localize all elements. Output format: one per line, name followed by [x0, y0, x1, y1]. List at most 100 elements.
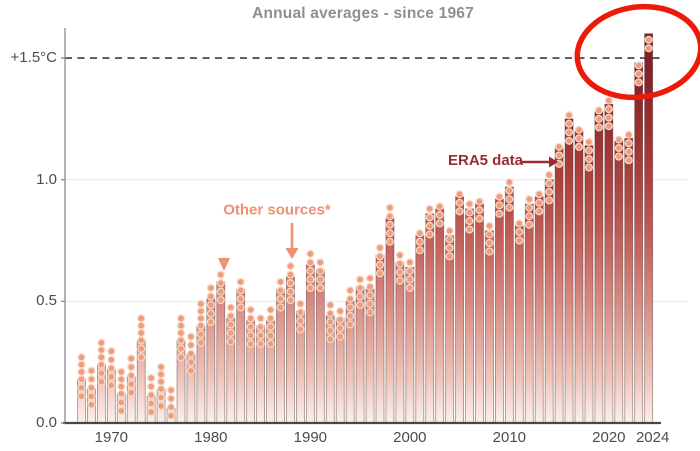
other-sources-dot: [117, 398, 126, 407]
other-sources-dot: [236, 277, 245, 286]
other-sources-dot: [445, 235, 454, 244]
other-sources-dot: [415, 229, 424, 238]
other-sources-dot: [385, 220, 395, 229]
other-sources-dot: [316, 275, 325, 284]
other-sources-dot: [445, 252, 454, 261]
other-sources-dot: [475, 197, 484, 206]
other-sources-dot: [127, 371, 136, 380]
other-sources-dot: [644, 35, 653, 44]
other-sources-dot: [77, 375, 86, 384]
other-sources-dot: [465, 199, 474, 209]
other-sources-dot: [485, 221, 494, 230]
other-sources-dot: [236, 303, 245, 312]
other-sources-dot: [365, 291, 375, 300]
era5-bar: [584, 145, 594, 424]
other-sources-dot: [236, 286, 245, 295]
other-sources-dot: [326, 309, 335, 318]
other-sources-dot: [176, 353, 186, 362]
other-sources-dot: [137, 321, 146, 330]
other-sources-dot: [485, 247, 494, 256]
other-sources-dot: [306, 266, 315, 275]
other-sources-dot: [326, 335, 335, 344]
other-sources-dot: [147, 399, 156, 408]
other-sources-dot: [375, 252, 385, 261]
other-sources-dot: [176, 336, 186, 345]
other-sources-dot: [77, 353, 86, 362]
other-sources-dot: [206, 309, 215, 318]
other-sources-dot: [375, 260, 385, 269]
other-sources-dot: [465, 208, 474, 217]
other-sources-dot: [167, 403, 176, 412]
other-sources-dot: [256, 314, 265, 323]
era5-bar: [485, 230, 494, 424]
other-sources-dot: [296, 308, 305, 317]
other-sources-dot: [306, 249, 315, 258]
other-sources-dot: [604, 122, 613, 131]
other-sources-dot: [127, 362, 136, 372]
other-sources-dot: [266, 305, 275, 314]
other-sources-dot: [356, 275, 365, 284]
other-sources-dot: [226, 320, 235, 329]
chart-title: Annual averages - since 1967: [252, 5, 474, 22]
other-sources-dot: [216, 296, 225, 305]
other-sources-dot: [316, 266, 325, 275]
other-sources-dot: [336, 315, 345, 324]
other-sources-dot: [425, 213, 434, 222]
other-sources-arrowhead-1981: [218, 258, 230, 271]
other-sources-dot: [475, 206, 484, 215]
other-sources-dot: [97, 338, 106, 347]
other-sources-dot: [525, 195, 534, 204]
other-sources-dot: [137, 314, 146, 323]
era5-bar: [624, 137, 634, 424]
other-sources-dot: [535, 190, 544, 199]
other-sources-dot: [525, 220, 534, 229]
other-sources-dot: [206, 317, 215, 327]
era5-bar: [574, 130, 584, 424]
other-sources-dot: [186, 349, 196, 358]
other-sources-dot: [336, 324, 345, 333]
other-sources-dot: [137, 353, 146, 362]
other-sources-dot: [147, 408, 156, 417]
other-sources-dot: [475, 214, 484, 223]
other-sources-dot: [435, 219, 444, 228]
other-sources-dot: [395, 259, 404, 268]
other-sources-dot: [186, 358, 196, 367]
other-sources-dot: [405, 283, 414, 293]
other-sources-dot: [137, 328, 146, 338]
other-sources-dot: [87, 400, 96, 409]
other-sources-dot: [306, 283, 315, 293]
other-sources-dot: [296, 299, 305, 308]
x-tick-label: 2020: [592, 429, 626, 446]
y-tick-label: 1.0: [36, 170, 57, 188]
era5-bar: [395, 262, 405, 424]
era5-arrow-head: [549, 156, 558, 168]
other-sources-dot: [176, 328, 186, 338]
other-sources-dot: [425, 221, 434, 230]
other-sources-dot: [584, 137, 593, 147]
era5-bar: [315, 269, 325, 424]
other-sources-dot: [216, 270, 225, 279]
other-sources-dot: [365, 282, 375, 291]
other-sources-dot: [276, 294, 285, 303]
other-sources-dot: [326, 326, 335, 335]
other-sources-dot: [147, 390, 156, 400]
other-sources-dot: [405, 275, 414, 284]
other-sources-dot: [415, 237, 424, 246]
other-sources-dot: [176, 344, 186, 353]
other-sources-dot: [574, 125, 584, 134]
other-sources-dot: [196, 314, 205, 323]
other-sources-dot: [594, 114, 603, 123]
era5-bar: [644, 33, 654, 424]
other-sources-dot: [196, 299, 205, 308]
other-sources-dot: [97, 345, 106, 355]
other-sources-dot: [624, 147, 633, 156]
other-sources-dot: [415, 246, 424, 255]
era5-bar: [475, 203, 484, 424]
other-sources-dot: [564, 119, 574, 128]
other-sources-dot: [157, 393, 166, 402]
other-sources-dot: [435, 202, 444, 211]
other-sources-dot: [196, 321, 205, 330]
other-sources-dot: [465, 217, 474, 226]
other-sources-dot: [176, 314, 186, 323]
other-sources-dot: [634, 69, 643, 78]
